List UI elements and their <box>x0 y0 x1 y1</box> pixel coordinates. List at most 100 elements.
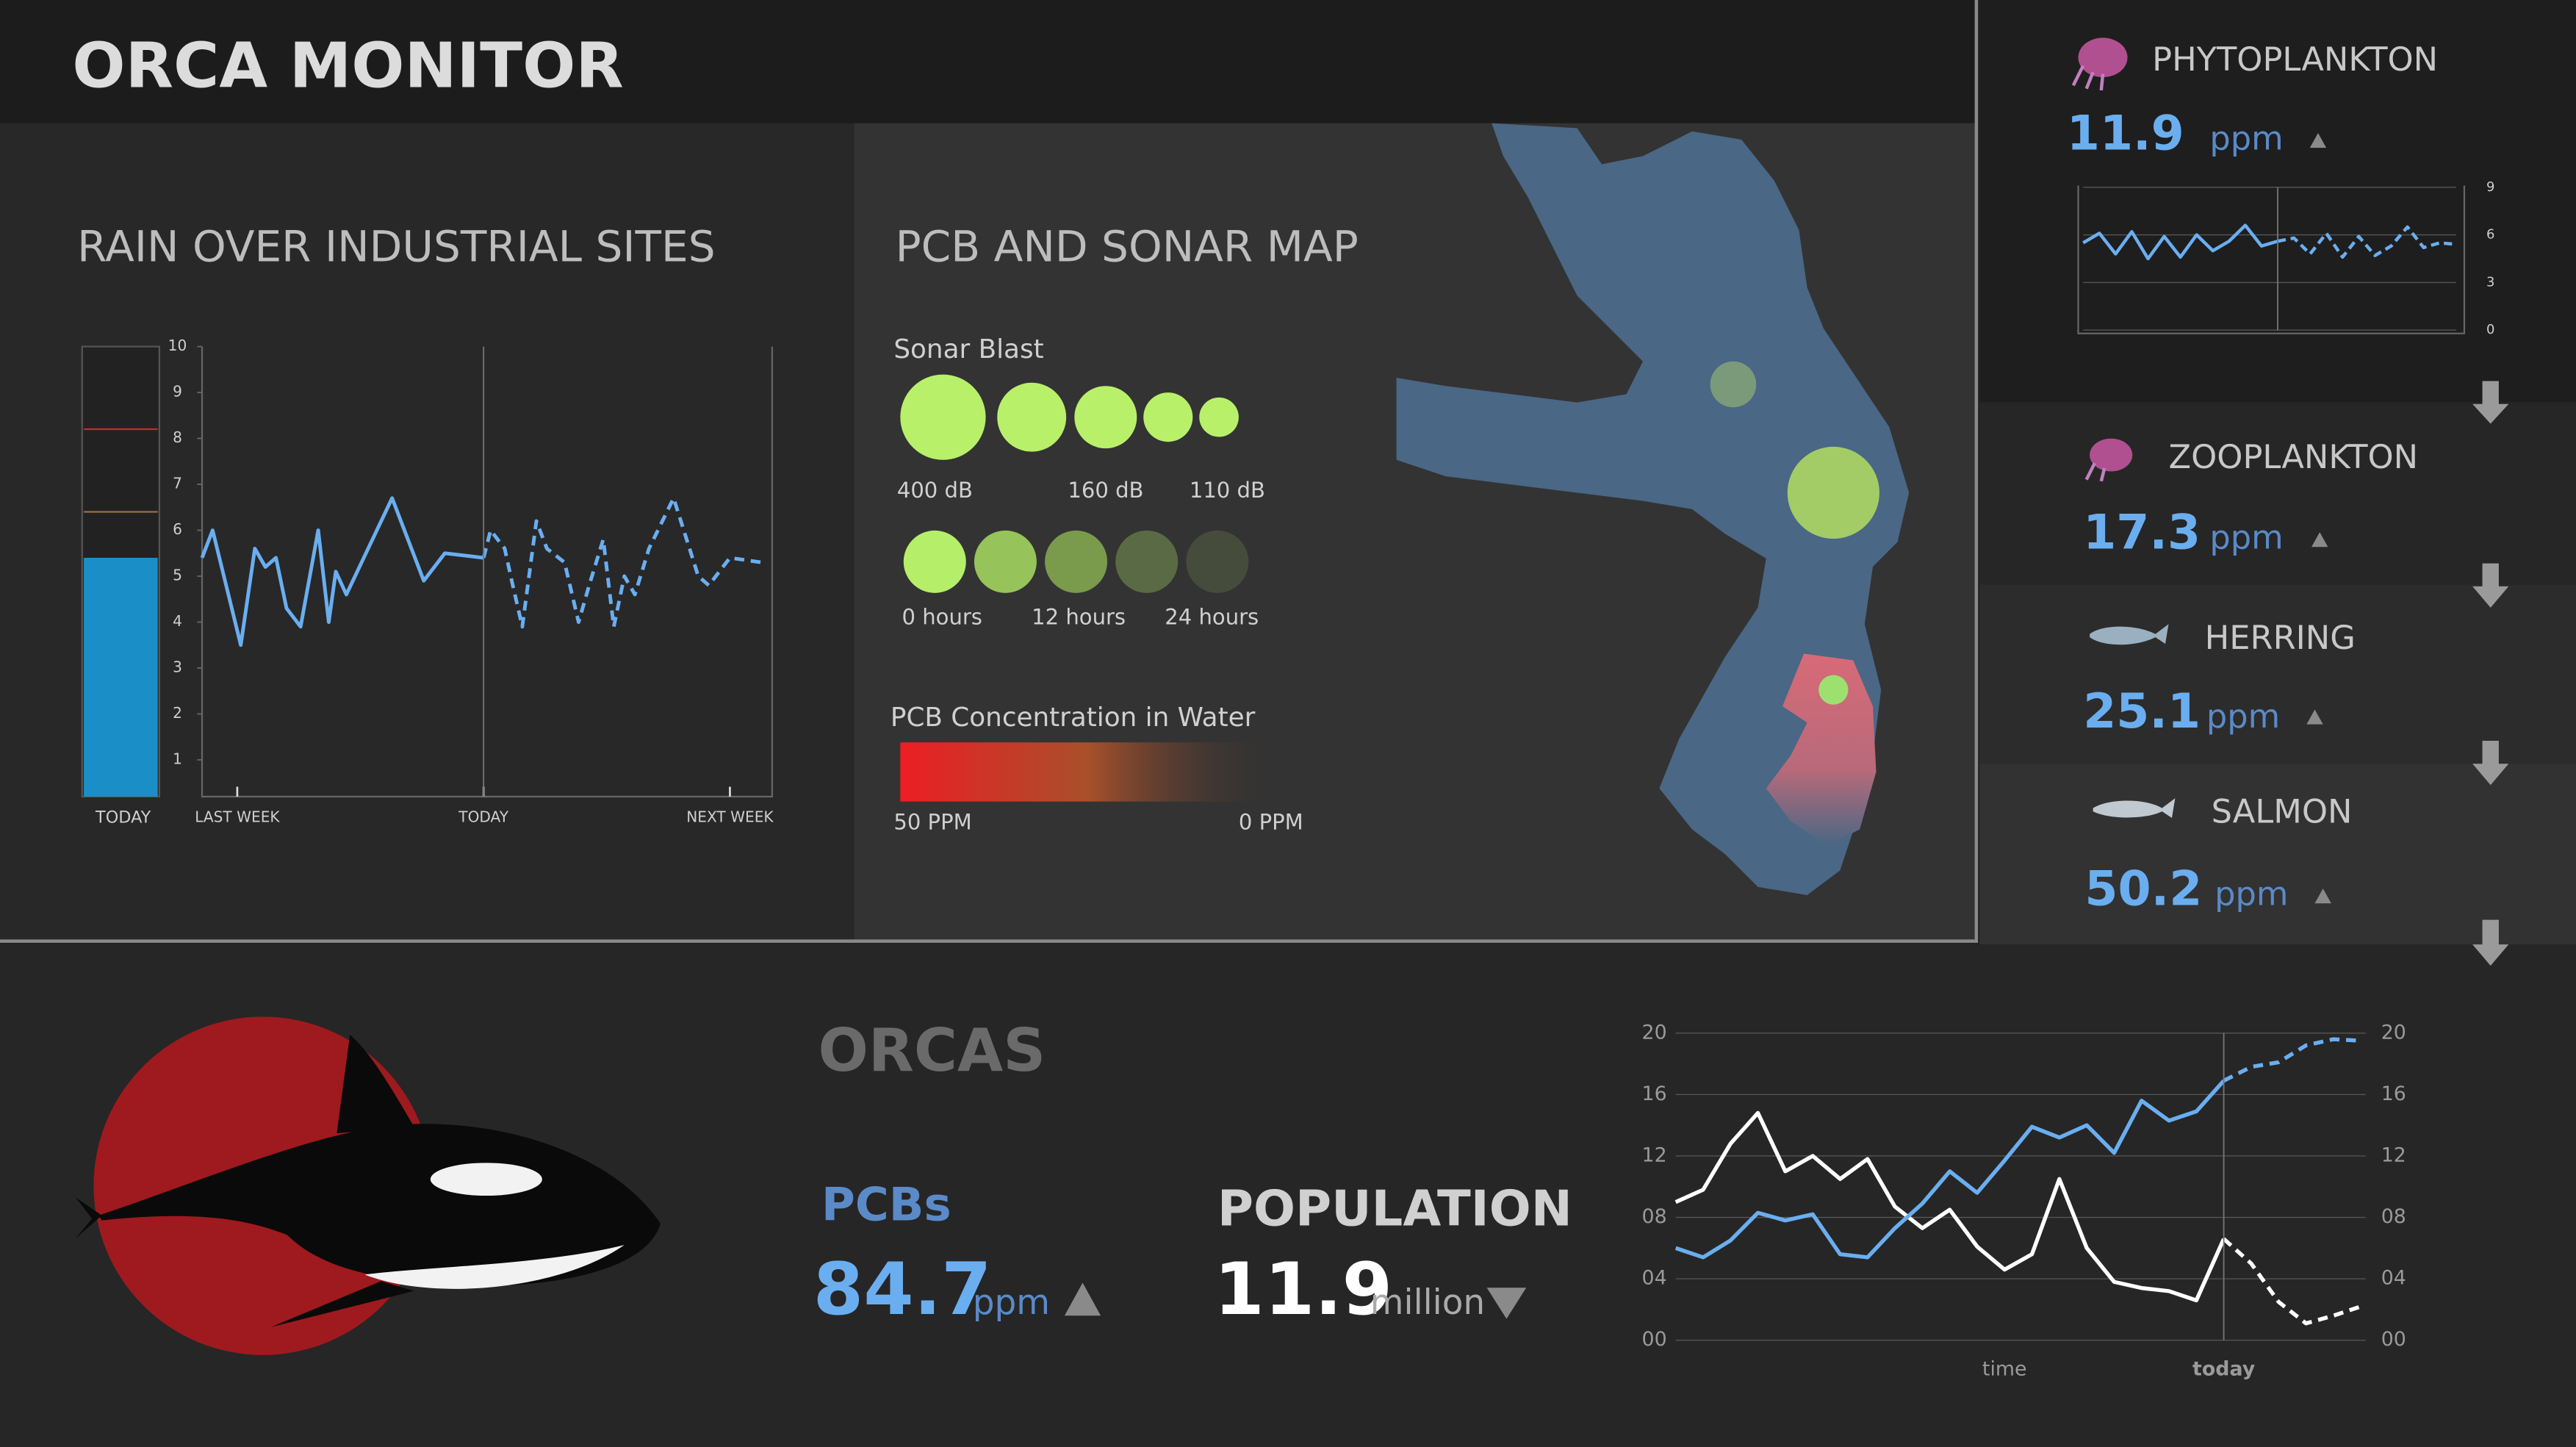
species-unit: ppm <box>2209 518 2283 556</box>
sonar-label: 110 dB <box>1190 478 1265 503</box>
species-unit: ppm <box>2209 119 2283 157</box>
map-water <box>1396 123 1910 896</box>
salmon-icon <box>2093 798 2176 819</box>
y-tick-label: 5 <box>173 567 182 584</box>
sonar-circle <box>1199 397 1239 437</box>
trend-down <box>1486 1288 1527 1319</box>
y2-tick-label: 00 <box>2381 1328 2406 1351</box>
gauge-label: TODAY <box>95 808 151 827</box>
trend-up <box>2311 532 2328 547</box>
pcb-title: PCB Concentration in Water <box>891 703 1256 733</box>
pcb-gradient <box>900 742 1278 802</box>
y-tick-label: 9 <box>173 383 182 401</box>
series-line <box>200 496 484 647</box>
series-line <box>2082 223 2278 261</box>
panel-border <box>0 0 1979 943</box>
x-tick-label: today <box>2192 1357 2255 1380</box>
rain-title: RAIN OVER INDUSTRIAL SITES <box>77 221 716 271</box>
y-tick-label: 8 <box>173 428 182 446</box>
y2-tick-label: 16 <box>2381 1082 2406 1105</box>
trend-up <box>2314 888 2331 904</box>
age-label: 12 hours <box>1032 604 1126 629</box>
map-title: PCB AND SONAR MAP <box>896 221 1359 271</box>
y-tick-label: 0 <box>2486 322 2494 337</box>
y2-tick-label: 20 <box>2381 1021 2406 1044</box>
zoo-icon <box>2084 438 2133 482</box>
species-value: 17.3 <box>2083 505 2201 560</box>
age-label: 24 hours <box>1165 604 1259 629</box>
phyto-frame <box>2077 185 2466 334</box>
y-tick-label: 7 <box>173 475 182 492</box>
herring-icon <box>2090 624 2169 645</box>
y-tick-label: 10 <box>168 337 187 354</box>
map-sonar <box>1710 361 1757 408</box>
y-tick-label: 20 <box>1642 1021 1667 1044</box>
age-circle <box>1115 530 1179 593</box>
y-tick-label: 00 <box>1642 1328 1667 1351</box>
x-tick-label: time <box>1982 1357 2027 1380</box>
y-tick-label: 6 <box>2486 227 2494 243</box>
y-tick-label: 6 <box>173 520 182 538</box>
species-name: HERRING <box>2205 619 2356 657</box>
sonar-label: 160 dB <box>1068 478 1143 503</box>
orcas-title: ORCAS <box>819 1016 1046 1085</box>
species-name: ZOOPLANKTON <box>2168 438 2418 476</box>
series-line <box>1674 1110 2226 1303</box>
population-label: POPULATION <box>1217 1179 1572 1237</box>
series-line <box>481 496 762 629</box>
phyto-icon <box>2071 37 2128 91</box>
trend-up <box>2306 709 2323 725</box>
y2-tick-label: 04 <box>2381 1267 2406 1290</box>
x-tick-label: TODAY <box>458 808 508 826</box>
age-circle <box>1045 530 1108 593</box>
x-tick-label: NEXT WEEK <box>686 808 774 826</box>
trend-up <box>1064 1282 1101 1316</box>
age-circle <box>903 530 966 593</box>
series-line <box>2223 1037 2361 1082</box>
species-name: SALMON <box>2212 793 2353 831</box>
y-tick-label: 16 <box>1642 1082 1667 1105</box>
y-tick-label: 12 <box>1642 1143 1667 1166</box>
population-value: 11.9 <box>1214 1248 1392 1332</box>
pcb-unit: ppm <box>973 1282 1050 1323</box>
y-tick-label: 08 <box>1642 1205 1667 1228</box>
series-line <box>1674 1079 2226 1260</box>
y2-tick-label: 08 <box>2381 1205 2406 1228</box>
map-sonar <box>1818 675 1849 705</box>
species-unit: ppm <box>2206 697 2280 736</box>
herring-panel <box>1979 584 2576 764</box>
species-value: 25.1 <box>2083 684 2201 739</box>
species-value: 50.2 <box>2084 861 2202 916</box>
y-tick-label: 3 <box>2486 274 2494 290</box>
map-sonar <box>1787 446 1879 539</box>
rain-frame <box>201 346 774 798</box>
orca-illustration <box>75 1035 661 1327</box>
age-label: 0 hours <box>902 604 982 629</box>
flow-arrows <box>2472 381 2509 966</box>
y2-tick-label: 12 <box>2381 1143 2406 1166</box>
sonar-circle <box>1074 386 1137 449</box>
gauge-bar <box>84 558 158 797</box>
y-tick-label: 2 <box>173 704 182 722</box>
sonar-circle <box>997 382 1067 452</box>
age-circle <box>1186 530 1249 593</box>
sonar-label: 400 dB <box>897 478 973 503</box>
y-tick-label: 4 <box>173 612 182 630</box>
trend-up <box>2309 133 2327 148</box>
pcb-value: 84.7 <box>813 1248 992 1332</box>
header-bar <box>0 0 1975 123</box>
pcb-label: PCBs <box>821 1178 951 1232</box>
y-tick-label: 3 <box>173 658 182 675</box>
pcb-label: 0 PPM <box>1239 810 1303 835</box>
y-tick-label: 04 <box>1642 1267 1667 1290</box>
population-unit: million <box>1370 1282 1485 1323</box>
zoo-panel <box>1979 402 2576 585</box>
age-circle <box>974 530 1037 593</box>
species-name: PHYTOPLANKTON <box>2152 40 2438 79</box>
series-line <box>2277 225 2456 259</box>
pcb-label: 50 PPM <box>893 810 971 835</box>
y-tick-label: 1 <box>173 750 182 767</box>
species-unit: ppm <box>2215 875 2288 913</box>
